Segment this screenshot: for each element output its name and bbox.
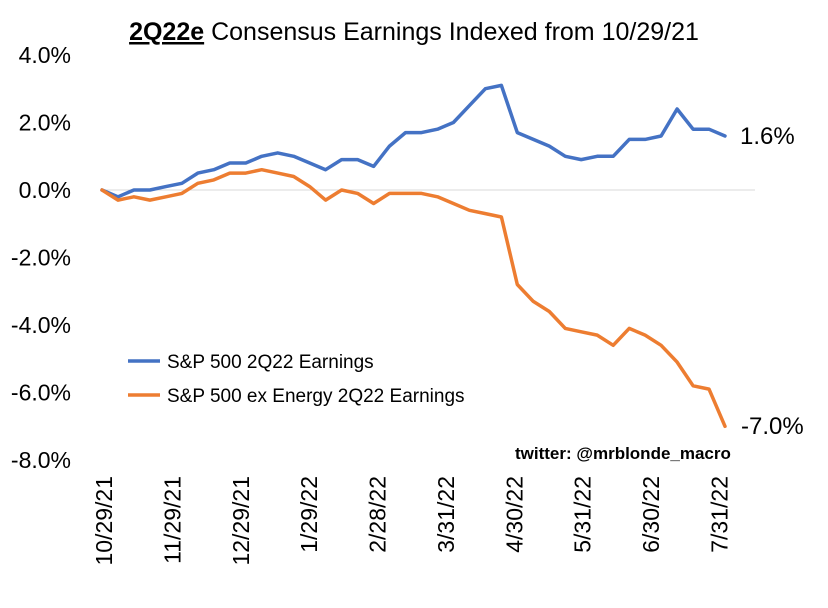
y-tick-label: -2.0%	[11, 245, 71, 271]
end-label-series-2: -7.0%	[741, 413, 804, 440]
twitter-credit: twitter: @mrblonde_macro	[515, 444, 731, 463]
legend-label-series-2: S&P 500 ex Energy 2Q22 Earnings	[167, 386, 465, 407]
x-tick-label: 12/29/21	[228, 476, 254, 566]
x-tick-label: 10/29/21	[91, 476, 117, 566]
x-tick-label: 3/31/22	[433, 476, 459, 553]
chart-title: 2Q22e Consensus Earnings Indexed from 10…	[129, 18, 699, 46]
x-tick-label: 2/28/22	[365, 476, 391, 553]
y-tick-label: 0.0%	[19, 177, 71, 203]
y-tick-label: 4.0%	[19, 42, 71, 68]
x-axis-tick-labels: 10/29/21 11/29/21 12/29/21 1/29/22 2/28/22 3/…	[91, 476, 733, 566]
y-tick-label: -4.0%	[11, 312, 71, 338]
x-tick-label: 6/30/22	[638, 476, 664, 553]
x-tick-label: 7/31/22	[707, 476, 733, 553]
legend-label-series-1: S&P 500 2Q22 Earnings	[167, 352, 374, 373]
series-line-1	[100, 83, 727, 199]
y-axis-tick-labels: 4.0% 2.0% 0.0% -2.0% -4.0% -6.0% -8.0%	[11, 42, 71, 473]
legend: S&P 500 2Q22 Earnings S&P 500 ex Energy …	[128, 352, 465, 407]
y-tick-label: 2.0%	[19, 110, 71, 136]
x-tick-label: 5/31/22	[570, 476, 596, 553]
series-lines	[100, 83, 727, 429]
y-tick-label: -6.0%	[11, 380, 71, 406]
x-tick-label: 1/29/22	[296, 476, 322, 553]
chart-title-bold: 2Q22e	[129, 18, 204, 46]
series-line-2	[100, 167, 727, 429]
end-label-series-1: 1.6%	[740, 123, 795, 150]
x-tick-label: 11/29/21	[159, 476, 185, 564]
chart-title-rest: Consensus Earnings Indexed from 10/29/21	[204, 18, 699, 46]
y-tick-label: -8.0%	[11, 447, 71, 473]
x-tick-label: 4/30/22	[501, 476, 527, 553]
